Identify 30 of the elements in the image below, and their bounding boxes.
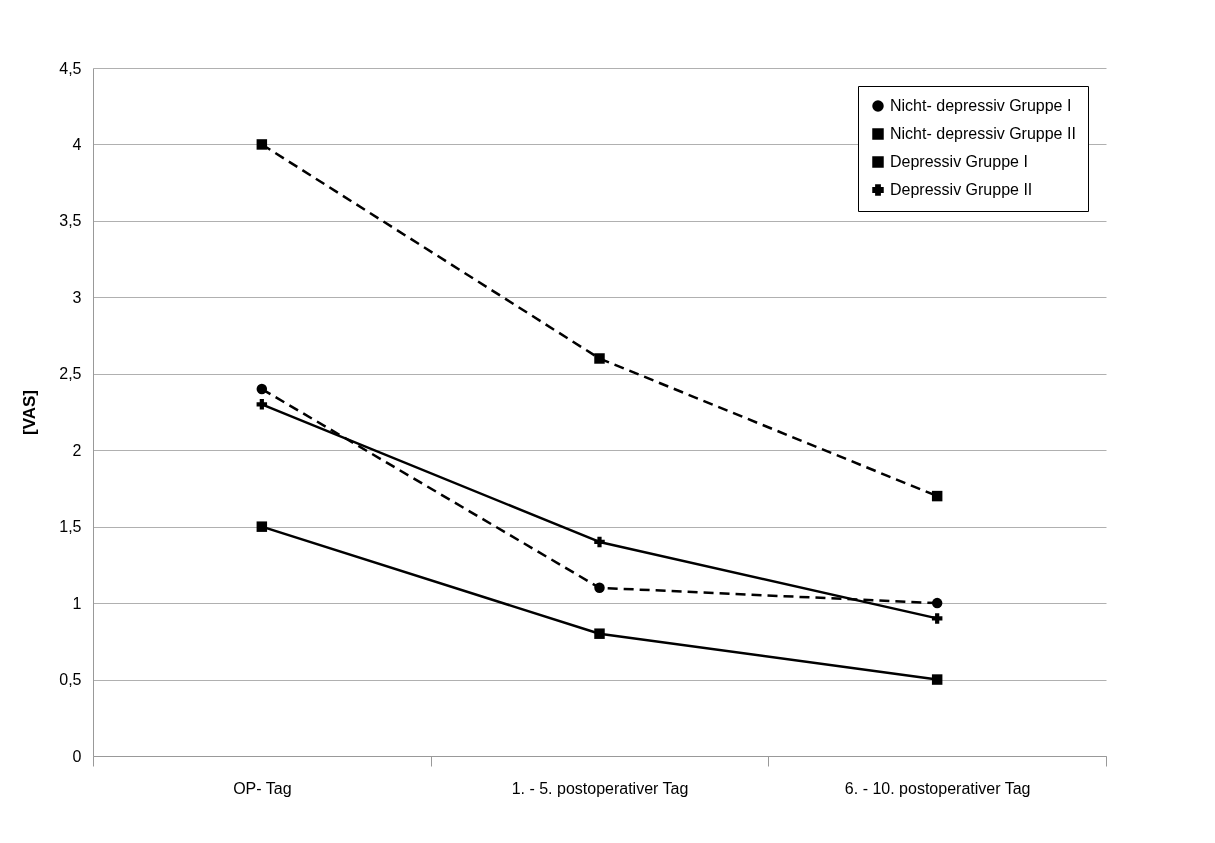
y-tick-label: 3 bbox=[72, 288, 82, 306]
legend-label: Nicht- depressiv Gruppe II bbox=[890, 125, 1076, 142]
y-tick-label: 4,5 bbox=[59, 59, 82, 77]
x-tick-label: 6. - 10. postoperativer Tag bbox=[844, 779, 1031, 797]
x-tick-label: 1. - 5. postoperativer Tag bbox=[511, 779, 689, 797]
point bbox=[931, 674, 943, 685]
legend-label: Depressiv Gruppe I bbox=[890, 153, 1028, 170]
y-tick-label: 1,5 bbox=[59, 518, 82, 536]
point bbox=[594, 536, 605, 548]
y-tick-label: 4 bbox=[72, 135, 82, 153]
x-tick-label: OP- Tag bbox=[233, 779, 292, 797]
y-tick-label: 1 bbox=[72, 594, 82, 612]
legend-label: Depressiv Gruppe II bbox=[890, 181, 1033, 198]
y-tick-label: 2,5 bbox=[59, 365, 82, 383]
point bbox=[256, 383, 268, 395]
point bbox=[931, 613, 943, 624]
point bbox=[594, 628, 605, 639]
y-tick-label: 2 bbox=[72, 441, 82, 459]
y-tick-label: 0,5 bbox=[59, 671, 82, 689]
point bbox=[594, 582, 605, 594]
y-tick-label: 0 bbox=[72, 747, 82, 765]
point bbox=[931, 597, 943, 609]
point bbox=[594, 353, 605, 364]
point bbox=[931, 490, 943, 502]
point bbox=[256, 139, 268, 150]
point bbox=[256, 399, 268, 410]
y-tick-label: 3,5 bbox=[59, 212, 82, 230]
legend-label: Nicht- depressiv Gruppe I bbox=[890, 97, 1072, 114]
y-axis-title: [VAS] bbox=[20, 389, 40, 436]
point bbox=[256, 521, 268, 532]
